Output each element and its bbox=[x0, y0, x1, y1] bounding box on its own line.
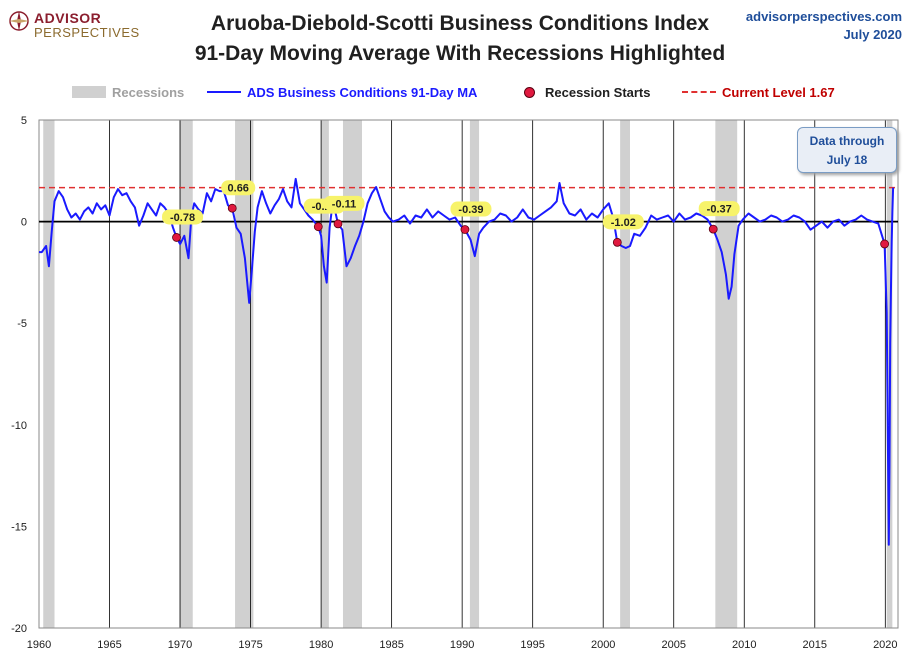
recession-start-marker bbox=[708, 224, 718, 234]
y-tick-label: -10 bbox=[11, 420, 27, 432]
legend-recessions: Recessions bbox=[72, 82, 184, 102]
chart-title: Aruoba-Diebold-Scotti Business Condition… bbox=[210, 12, 710, 35]
x-tick-label: 1960 bbox=[27, 639, 51, 651]
recession-start-marker bbox=[460, 225, 470, 234]
recession-swatch bbox=[72, 86, 106, 98]
current-swatch bbox=[682, 91, 716, 93]
recession-band bbox=[469, 120, 480, 628]
recession-start-marker bbox=[172, 233, 181, 242]
legend: Recessions ADS Business Conditions 91-Da… bbox=[0, 82, 910, 102]
legend-starts-label: Recession Starts bbox=[545, 84, 651, 100]
recession-start-label: -1.02 bbox=[611, 217, 636, 229]
recession-start-label: -0.78 bbox=[170, 212, 195, 224]
x-tick-label: 1980 bbox=[309, 639, 333, 651]
callout-line2: July 18 bbox=[826, 153, 868, 167]
y-tick-label: 5 bbox=[21, 115, 27, 127]
recession-band bbox=[715, 120, 738, 628]
recession-start-marker bbox=[333, 219, 343, 229]
x-tick-label: 2005 bbox=[661, 639, 685, 651]
recession-band bbox=[321, 120, 329, 628]
y-tick-label: 0 bbox=[21, 217, 27, 229]
recession-start-label-bg bbox=[698, 201, 740, 217]
site-link[interactable]: advisorperspectives.com bbox=[745, 9, 902, 24]
recession-start-label-bg bbox=[162, 209, 204, 225]
recession-start-marker bbox=[880, 239, 890, 249]
recession-start-label: -0.11 bbox=[332, 198, 356, 210]
x-tick-label: 1970 bbox=[168, 639, 192, 651]
recession-start-label-bg bbox=[450, 201, 492, 217]
legend-series-label: ADS Business Conditions 91-Day MA bbox=[247, 84, 478, 100]
recession-band bbox=[179, 120, 193, 628]
x-tick-label: 1990 bbox=[450, 639, 474, 651]
legend-current-label: Current Level 1.67 bbox=[722, 84, 835, 100]
recession-band bbox=[235, 120, 254, 628]
legend-starts: Recession Starts bbox=[524, 82, 651, 102]
chart-subtitle: 91-Day Moving Average With Recessions Hi… bbox=[194, 42, 726, 65]
logo: ADVISOR PERSPECTIVES bbox=[8, 8, 168, 44]
recession-start-label-bg bbox=[323, 195, 365, 211]
series-swatch bbox=[207, 91, 241, 93]
source-block: advisorperspectives.com July 2020 bbox=[746, 8, 902, 44]
recession-band bbox=[43, 120, 55, 628]
legend-series: ADS Business Conditions 91-Day MA bbox=[207, 82, 477, 102]
publish-date: July 2020 bbox=[843, 27, 902, 42]
callout-line1: Data through bbox=[809, 134, 885, 148]
legend-current: Current Level 1.67 bbox=[682, 82, 835, 102]
recession-start-label: 0.66 bbox=[228, 183, 249, 195]
recession-start-marker bbox=[612, 237, 622, 247]
x-tick-label: 1995 bbox=[520, 639, 544, 651]
x-tick-label: 1965 bbox=[97, 639, 121, 651]
x-tick-label: 2020 bbox=[873, 639, 897, 651]
series-layer bbox=[39, 177, 898, 546]
legend-recessions-label: Recessions bbox=[112, 84, 185, 100]
gridlines bbox=[109, 120, 886, 628]
recession-band bbox=[620, 120, 631, 628]
logo-text-bottom: PERSPECTIVES bbox=[34, 25, 140, 40]
plot-border bbox=[38, 119, 899, 629]
compass-icon bbox=[9, 11, 29, 31]
x-tick-label: 1985 bbox=[379, 639, 403, 651]
marker-swatch bbox=[524, 86, 535, 98]
recession-start-label: -0.39 bbox=[458, 204, 483, 216]
y-tick-label: -15 bbox=[11, 521, 27, 533]
recession-start-marker bbox=[313, 222, 323, 232]
recession-start-label-bg bbox=[602, 214, 644, 230]
y-tick-label: -20 bbox=[11, 623, 27, 635]
x-tick-label: 2000 bbox=[591, 639, 615, 651]
recession-start-markers: -0.780.66-0.25-0.11 -0.39-1.02-0.37 bbox=[162, 180, 890, 249]
recession-start-marker bbox=[227, 203, 237, 213]
recession-bands bbox=[43, 120, 893, 628]
x-tick-label: 2015 bbox=[803, 639, 827, 651]
data-through-callout: Data through July 18 bbox=[797, 127, 897, 173]
logo-text-top: ADVISOR bbox=[34, 10, 102, 26]
x-tick-label: 2010 bbox=[732, 639, 756, 651]
recession-start-label-bg bbox=[221, 180, 256, 196]
recession-start-label: -0.37 bbox=[707, 204, 732, 216]
recession-band bbox=[342, 120, 363, 628]
y-tick-label: -5 bbox=[17, 318, 27, 330]
x-tick-label: 1975 bbox=[238, 639, 262, 651]
